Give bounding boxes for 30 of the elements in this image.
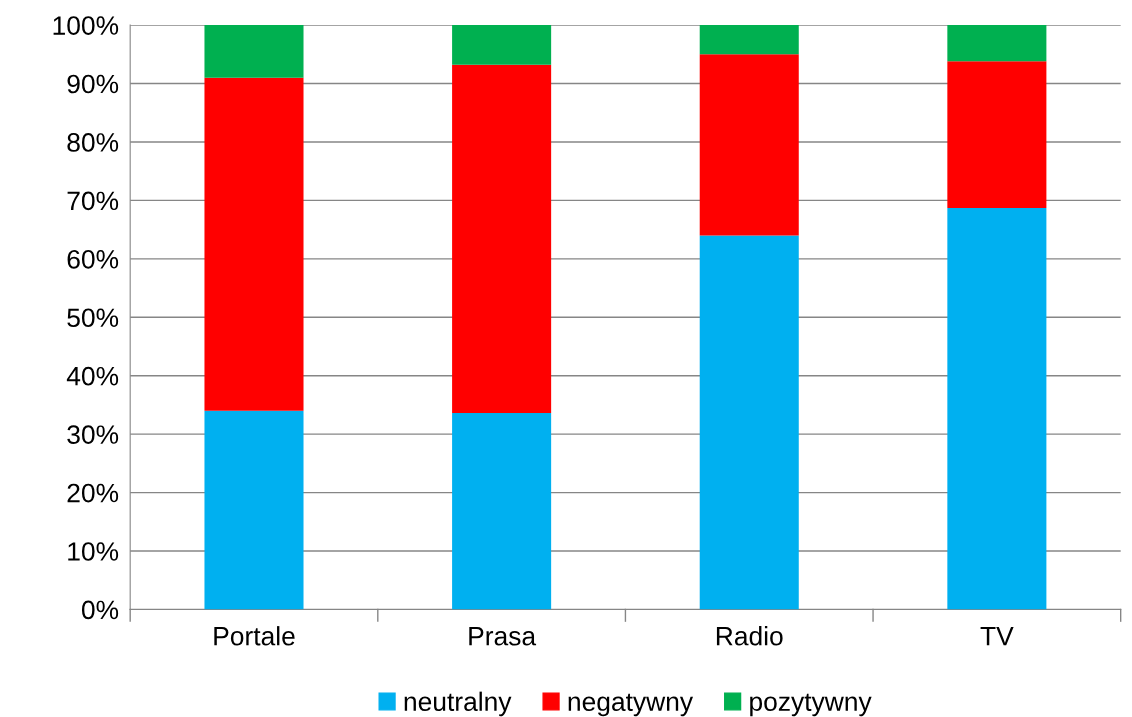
y-tick-label: 0% [81,600,119,620]
x-tick-label: Portale [214,626,295,646]
y-tick-label: 20% [67,483,119,503]
y-tick-label: 70% [67,191,119,211]
bar [452,64,552,414]
x-tick-label: TV [980,627,1014,646]
bar [204,410,304,610]
legend-label: neutralny [404,691,512,717]
y-tick-label: 60% [67,249,119,269]
bar [699,25,799,55]
x-tick-label: Prasa [469,627,537,646]
bar [699,54,799,236]
y-tick-label: 30% [67,425,119,444]
legend-label: pozytywny [750,693,872,717]
bar [204,25,304,78]
y-tick-label: 80% [67,133,119,152]
y-tick-label: 100% [53,16,119,35]
bar [699,235,799,610]
legend-label: negatywny [568,693,694,717]
x-tick-label: Radio [716,626,783,646]
bar [947,208,1047,610]
y-tick-label: 40% [66,366,119,386]
bar [452,413,552,610]
bar [204,77,304,411]
bar [452,25,552,65]
y-tick-label: 10% [68,542,119,561]
y-tick-label: 50% [67,308,119,328]
bar [947,25,1047,62]
bar [947,61,1047,208]
y-tick-label: 90% [67,74,119,94]
